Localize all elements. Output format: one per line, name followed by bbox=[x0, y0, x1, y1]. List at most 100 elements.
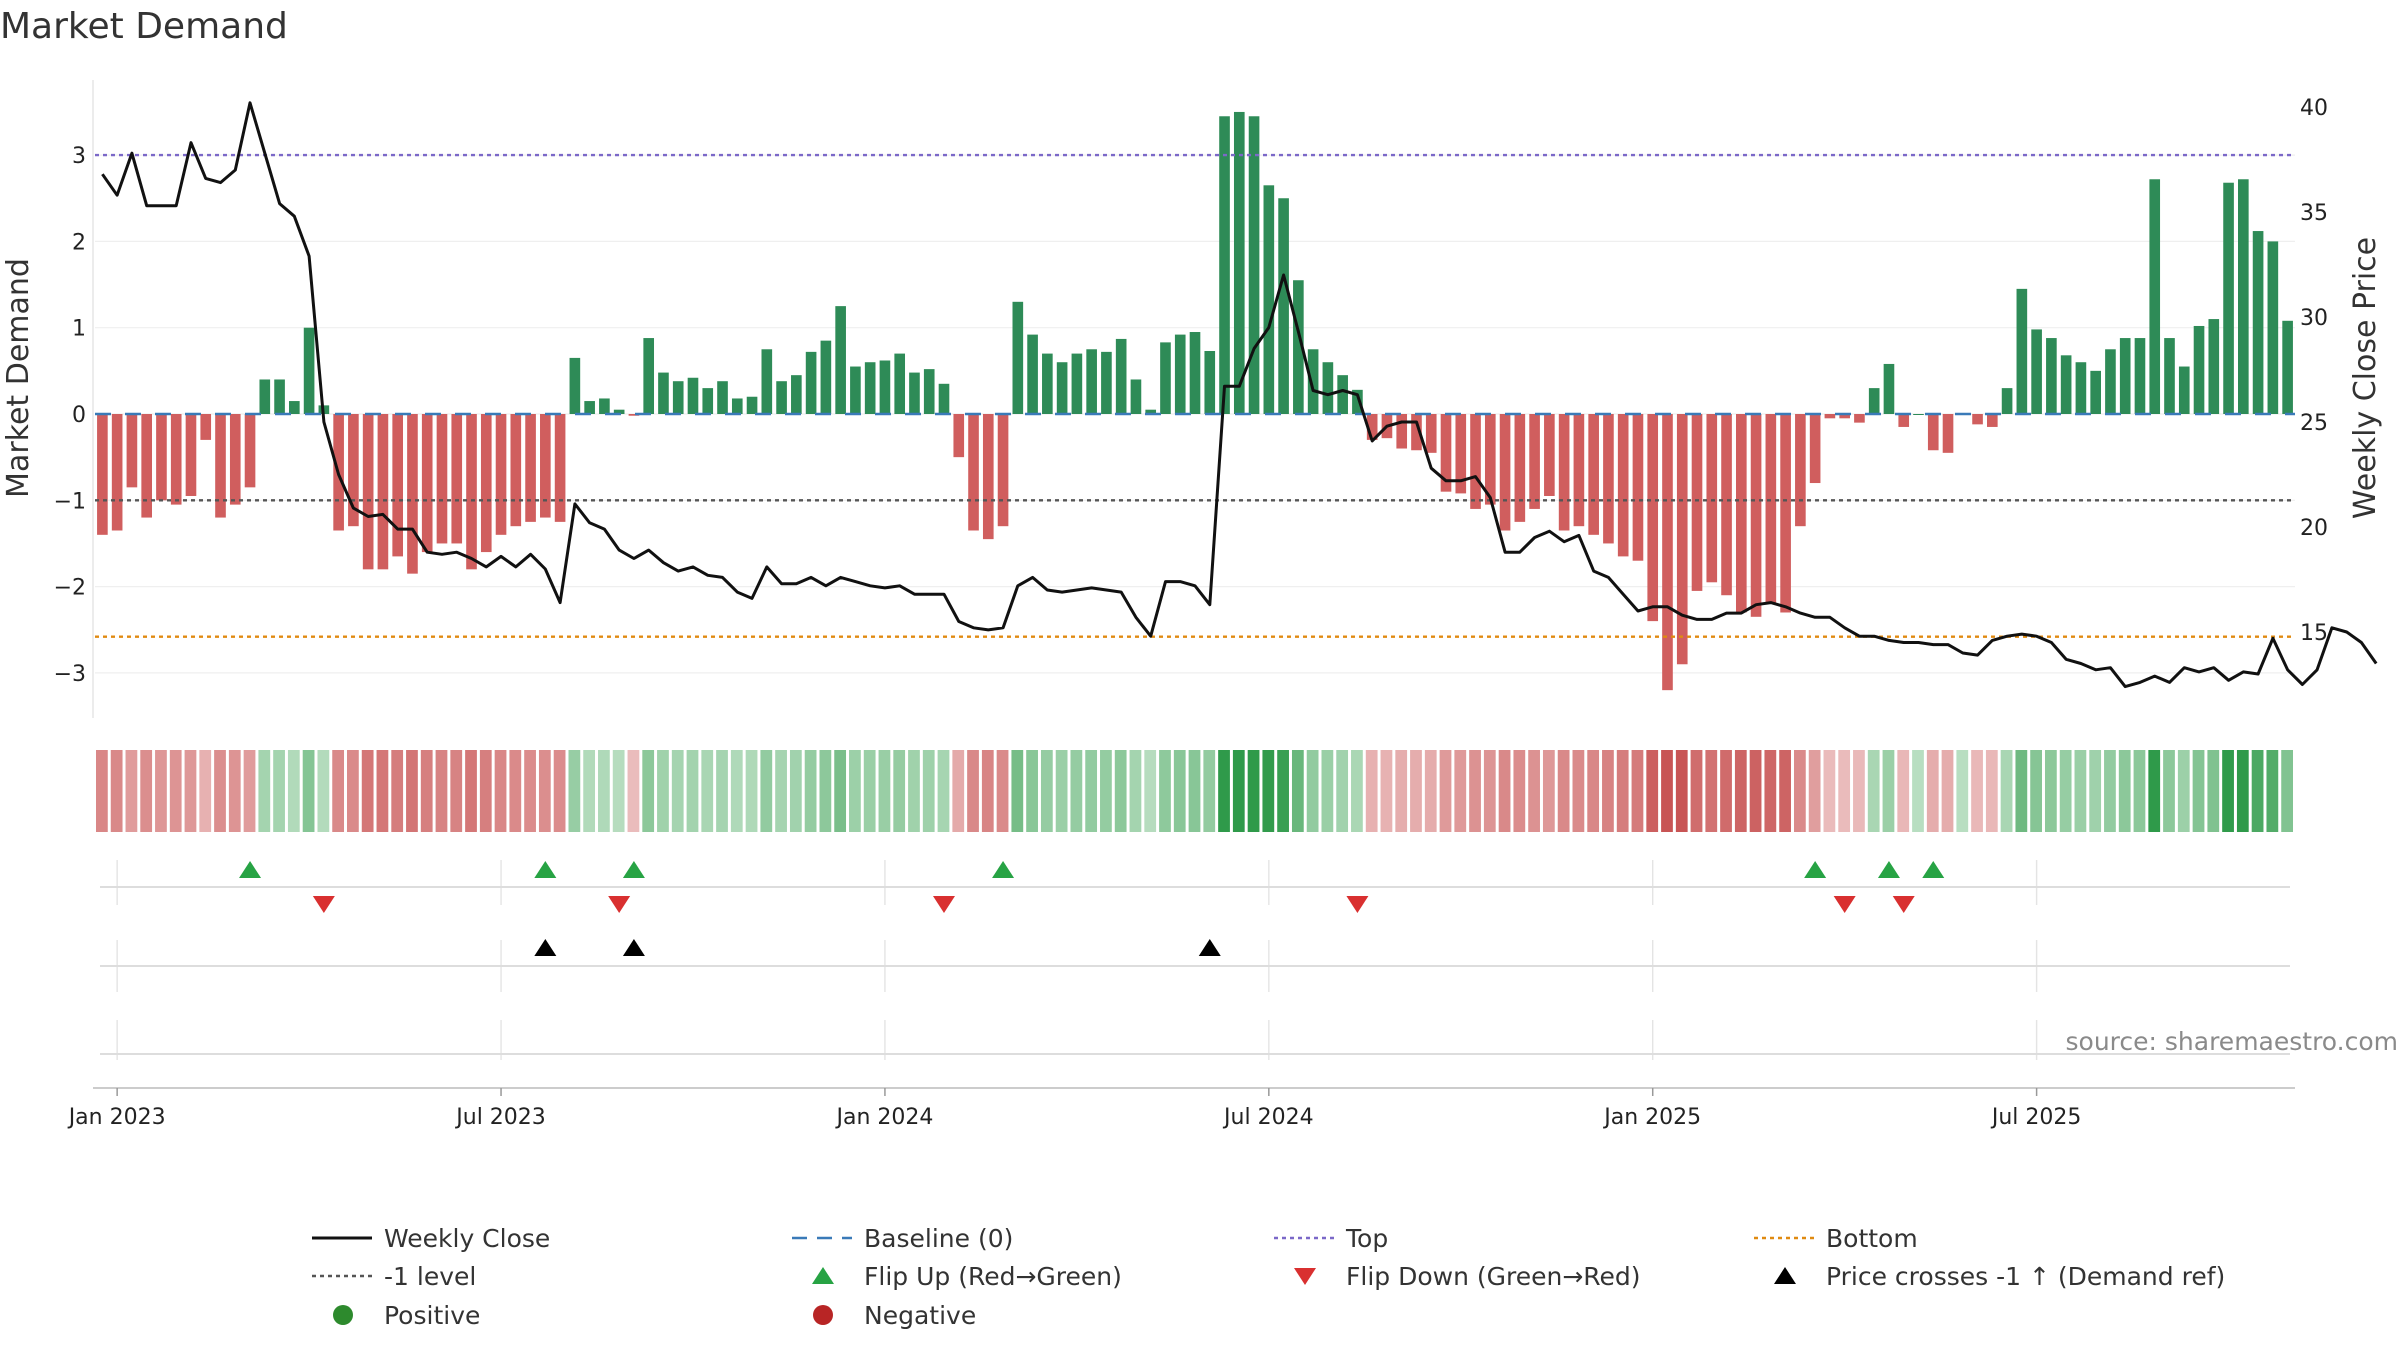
heat-cell-negative bbox=[1616, 750, 1629, 832]
legend-negative-label: Negative bbox=[864, 1301, 976, 1330]
flip-down-marker bbox=[312, 896, 335, 913]
positive-bar bbox=[2267, 241, 2279, 414]
heat-cell-positive bbox=[730, 750, 743, 832]
negative-bar bbox=[997, 414, 1009, 527]
heat-cell-negative bbox=[243, 750, 256, 832]
heat-cell-positive bbox=[1956, 750, 1969, 832]
flip-down-marker bbox=[932, 896, 955, 913]
heat-cell-negative bbox=[125, 750, 138, 832]
positive-bar bbox=[2149, 179, 2161, 414]
positive-bar bbox=[1160, 342, 1171, 414]
positive-bar bbox=[613, 409, 625, 414]
y-tick-left: −2 bbox=[54, 576, 86, 601]
heat-cell-positive bbox=[1114, 750, 1127, 832]
positive-bar bbox=[1101, 351, 1112, 414]
heat-cell-positive bbox=[1262, 750, 1275, 832]
positive-bar bbox=[2090, 370, 2101, 414]
negative-bar bbox=[1455, 414, 1467, 494]
x-tick-label: Jan 2025 bbox=[1602, 1105, 1701, 1130]
heat-cell-positive bbox=[1129, 750, 1142, 832]
positive-bar bbox=[702, 388, 714, 414]
y-ticks-right: 40 35 30 25 20 15 bbox=[2300, 96, 2328, 646]
heat-cell-positive bbox=[2266, 750, 2279, 832]
negative-bar bbox=[1411, 414, 1422, 451]
positive-bar bbox=[1233, 111, 1245, 414]
negative-bar bbox=[1942, 414, 1954, 453]
heat-cell-positive bbox=[1173, 750, 1186, 832]
positive-bar bbox=[1189, 332, 1201, 414]
positive-bar bbox=[1086, 349, 1097, 414]
negative-bar bbox=[1366, 414, 1378, 440]
heat-cell-negative bbox=[169, 750, 182, 832]
y-tick-left: 1 bbox=[72, 317, 86, 342]
negative-bar bbox=[156, 414, 167, 501]
legend-bottom-label: Bottom bbox=[1826, 1224, 1918, 1253]
flip-up-marker bbox=[622, 861, 645, 878]
legend-flip-up-red-green-swatch bbox=[812, 1267, 834, 1284]
heat-cell-positive bbox=[834, 750, 847, 832]
heat-cell-positive bbox=[2015, 750, 2028, 832]
heat-cell-negative bbox=[952, 750, 965, 832]
heat-cell-positive bbox=[701, 750, 714, 832]
heat-cell-negative bbox=[1469, 750, 1481, 832]
heat-cell-negative bbox=[1971, 750, 1983, 832]
positive-bar bbox=[289, 401, 300, 414]
heat-cell-negative bbox=[1528, 750, 1540, 832]
heat-cell-positive bbox=[1321, 750, 1334, 832]
flip-down-marker bbox=[1892, 896, 1915, 913]
x-tick-label: Jul 2024 bbox=[1222, 1105, 1314, 1130]
heat-cell-positive bbox=[849, 750, 861, 832]
y-ticks-left: 3 2 1 0 −1 −2 −3 bbox=[54, 144, 86, 687]
negative-bar bbox=[185, 414, 197, 496]
positive-bar bbox=[1056, 362, 1068, 414]
y-tick-left: −1 bbox=[54, 489, 86, 514]
heat-cell-negative bbox=[1690, 750, 1703, 832]
negative-bar bbox=[953, 414, 965, 458]
heat-cell-negative bbox=[1557, 750, 1570, 832]
y-tick-left: 0 bbox=[72, 403, 86, 428]
heat-cell-positive bbox=[1011, 750, 1024, 832]
y-tick-left: 3 bbox=[72, 144, 86, 169]
heat-cell-positive bbox=[2222, 750, 2234, 832]
heat-cell-positive bbox=[863, 750, 876, 832]
negative-bar bbox=[495, 414, 507, 535]
heat-cell-positive bbox=[2236, 750, 2249, 832]
heat-cell-negative bbox=[1734, 750, 1747, 832]
heat-cell-positive bbox=[1055, 750, 1068, 832]
heat-cell-positive bbox=[2074, 750, 2087, 832]
heat-cell-negative bbox=[1410, 750, 1422, 832]
y-tick-right: 30 bbox=[2300, 306, 2328, 331]
event-lanes bbox=[93, 886, 2295, 1089]
positive-bar bbox=[1042, 353, 1053, 414]
heat-cell-positive bbox=[1277, 750, 1289, 832]
negative-bar bbox=[362, 414, 374, 570]
positive-bar bbox=[658, 372, 669, 414]
legend-positive-swatch bbox=[333, 1305, 353, 1325]
heat-cell-negative bbox=[1380, 750, 1393, 832]
heat-cell-negative bbox=[538, 750, 551, 832]
legend-flip-up-red-green-label: Flip Up (Red→Green) bbox=[864, 1262, 1122, 1291]
heat-cell-positive bbox=[598, 750, 610, 832]
negative-bar bbox=[451, 414, 463, 544]
heat-cell-negative bbox=[155, 750, 167, 832]
negative-bar bbox=[1676, 414, 1688, 665]
heat-cell-positive bbox=[1882, 750, 1895, 832]
positive-bar bbox=[1115, 338, 1127, 414]
heat-cell-positive bbox=[1203, 750, 1216, 832]
positive-bar bbox=[1204, 351, 1216, 414]
legend-price-crosses-1-demand-ref-label: Price crosses -1 ↑ (Demand ref) bbox=[1826, 1262, 2225, 1291]
heat-cell-positive bbox=[612, 750, 625, 832]
heat-cell-positive bbox=[2104, 750, 2116, 832]
heat-cell-negative bbox=[981, 750, 994, 832]
negative-bar bbox=[466, 414, 477, 570]
heat-cell-negative bbox=[1646, 750, 1659, 832]
negative-bar bbox=[1854, 414, 1865, 423]
negative-bar bbox=[1425, 414, 1437, 453]
x-tick-label: Jul 2023 bbox=[454, 1105, 546, 1130]
heat-cell-positive bbox=[937, 750, 950, 832]
y-tick-left: −3 bbox=[54, 662, 86, 687]
negative-bar bbox=[377, 414, 389, 570]
negative-bar bbox=[540, 414, 551, 518]
positive-bar bbox=[864, 362, 876, 414]
positive-bar bbox=[1174, 334, 1186, 414]
